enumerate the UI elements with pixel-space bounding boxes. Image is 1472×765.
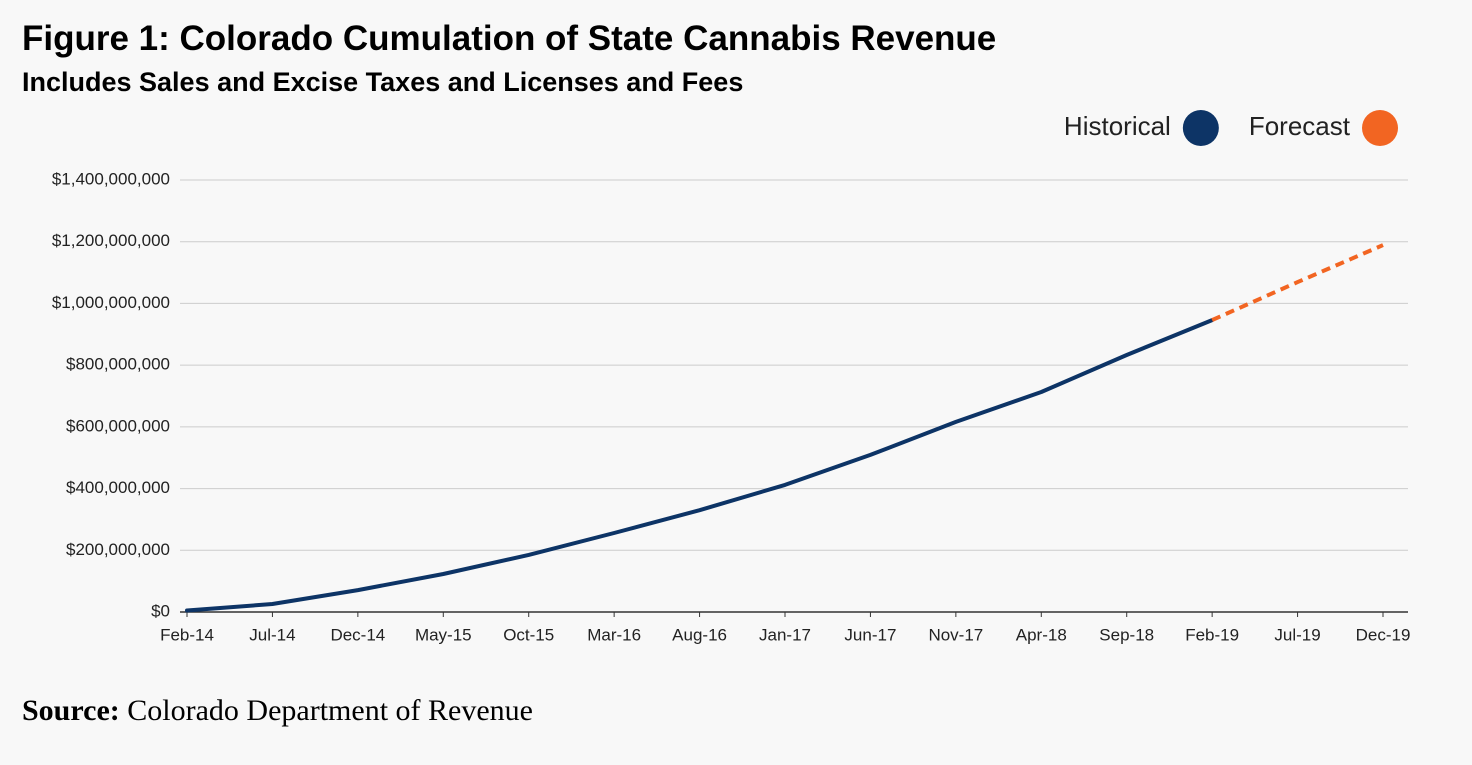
x-tick-label: Dec-14 <box>330 625 385 644</box>
y-tick-label: $400,000,000 <box>66 478 170 497</box>
x-tick-label: Feb-14 <box>160 625 214 644</box>
x-tick-label: Nov-17 <box>928 625 983 644</box>
source-text: Colorado Department of Revenue <box>127 694 533 727</box>
series-line <box>1211 243 1384 322</box>
source-label: Source: <box>22 694 120 727</box>
y-tick-label: $600,000,000 <box>66 416 170 435</box>
x-tick-label: Aug-16 <box>672 625 727 644</box>
legend-marker <box>1362 110 1398 146</box>
x-tick-label: Jul-14 <box>249 625 295 644</box>
x-tick-label: Feb-19 <box>1185 625 1239 644</box>
chart-title: Figure 1: Colorado Cumulation of State C… <box>22 19 996 58</box>
legend-label: Forecast <box>1249 111 1351 141</box>
x-tick-label: Apr-18 <box>1016 625 1067 644</box>
x-tick-label: Sep-18 <box>1099 625 1154 644</box>
x-tick-label: Jul-19 <box>1274 625 1320 644</box>
y-tick-label: $0 <box>151 601 170 620</box>
series-line <box>185 318 1215 613</box>
y-tick-label: $200,000,000 <box>66 540 170 559</box>
source: Source: Colorado Department of Revenue <box>22 694 533 727</box>
y-tick-label: $1,200,000,000 <box>52 231 170 250</box>
legend-label: Historical <box>1064 111 1171 141</box>
x-tick-label: Oct-15 <box>503 625 554 644</box>
x-tick-label: Jun-17 <box>844 625 896 644</box>
y-tick-label: $800,000,000 <box>66 355 170 374</box>
x-tick-label: Jan-17 <box>759 625 811 644</box>
y-tick-label: $1,000,000,000 <box>52 293 170 312</box>
x-tick-label: Dec-19 <box>1356 625 1411 644</box>
legend-marker <box>1182 110 1219 146</box>
x-tick-label: Mar-16 <box>587 625 641 644</box>
x-tick-label: May-15 <box>415 625 472 644</box>
chart-subtitle: Includes Sales and Excise Taxes and Lice… <box>22 67 743 97</box>
y-tick-label: $1,400,000,000 <box>52 169 170 188</box>
